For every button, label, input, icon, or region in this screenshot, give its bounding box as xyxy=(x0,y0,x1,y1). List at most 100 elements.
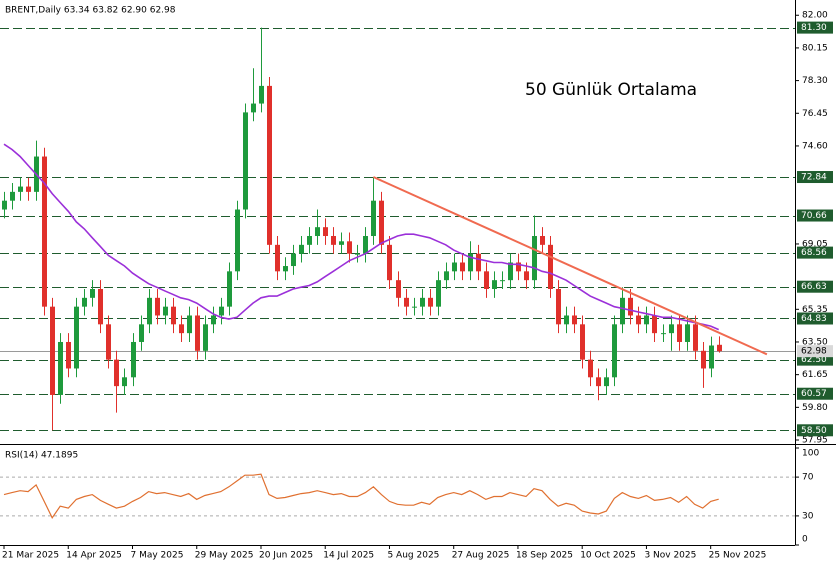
candle-body xyxy=(524,271,529,281)
candle-body xyxy=(604,377,609,387)
candle-body xyxy=(227,271,232,307)
candle-body xyxy=(82,297,87,307)
candle-body xyxy=(323,227,328,237)
candle-body xyxy=(532,236,537,281)
x-tick-label: 7 May 2025 xyxy=(131,551,184,561)
level-label: 66.63 xyxy=(801,282,827,292)
x-tick-label: 3 Nov 2025 xyxy=(644,551,696,561)
candle-body xyxy=(275,244,280,272)
level-label: 58.50 xyxy=(801,426,827,436)
candle-body xyxy=(508,262,513,281)
x-tick-label: 27 Aug 2025 xyxy=(452,551,510,561)
x-tick-label: 14 Apr 2025 xyxy=(66,551,122,561)
candle-body xyxy=(709,345,714,369)
candle-body xyxy=(492,280,497,289)
candle-body xyxy=(26,186,31,192)
level-label: 72.84 xyxy=(801,173,827,183)
candle-body xyxy=(299,244,304,254)
level-label: 70.66 xyxy=(801,211,827,221)
candle-body xyxy=(644,315,649,325)
candle-body xyxy=(187,315,192,334)
candle-body xyxy=(283,266,288,272)
candle-body xyxy=(468,253,473,272)
rsi-tick-label: 100 xyxy=(802,449,819,459)
candle-body xyxy=(10,191,15,201)
candle-body xyxy=(484,271,489,289)
current-price-box xyxy=(797,345,833,358)
candle-body xyxy=(420,297,425,307)
level-label: 60.57 xyxy=(801,389,827,399)
candle-body xyxy=(620,297,625,325)
candle-body xyxy=(307,236,312,245)
candle-body xyxy=(235,209,240,272)
candle-body xyxy=(315,227,320,237)
candle-body xyxy=(476,253,481,272)
candle-body xyxy=(677,324,682,342)
candle-body xyxy=(211,315,216,325)
candle-body xyxy=(42,156,47,307)
y-tick-label: 82.00 xyxy=(802,11,828,21)
candle-body xyxy=(701,350,706,369)
candle-body xyxy=(155,297,160,316)
y-tick-label: 57.95 xyxy=(802,436,828,446)
candle-body xyxy=(371,200,376,237)
level-box xyxy=(797,209,833,222)
candle-body xyxy=(693,324,698,351)
candle-body xyxy=(50,306,55,395)
y-tick-label: 80.15 xyxy=(802,43,828,53)
candle-body xyxy=(219,306,224,316)
candle-body xyxy=(131,341,136,378)
candle-body xyxy=(652,315,657,334)
candle-body xyxy=(347,241,352,254)
level-box xyxy=(797,312,833,325)
candle-body xyxy=(163,306,168,316)
candle-body xyxy=(251,103,256,113)
candle-body xyxy=(556,288,561,325)
candle-body xyxy=(717,344,722,352)
y-tick-label: 74.60 xyxy=(802,141,828,151)
candle-body xyxy=(548,244,553,289)
candle-body xyxy=(500,280,505,282)
y-tick-label: 65.35 xyxy=(802,305,828,315)
x-tick-label: 20 Jun 2025 xyxy=(259,551,313,561)
candle-body xyxy=(331,236,336,245)
candle-body xyxy=(243,112,248,210)
candle-body xyxy=(428,297,433,307)
current-price-label: 62.98 xyxy=(801,347,827,357)
level-label: 68.56 xyxy=(801,248,827,258)
candle-body xyxy=(339,241,344,245)
x-tick-label: 14 Jul 2025 xyxy=(323,551,374,561)
candle-body xyxy=(685,324,690,342)
annotation: 50 Günlük Ortalama xyxy=(525,80,697,100)
level-box xyxy=(797,246,833,259)
candle-body xyxy=(98,288,103,325)
y-tick-label: 63.50 xyxy=(802,337,828,347)
candle-body xyxy=(74,306,79,369)
y-tick-label: 78.30 xyxy=(802,76,828,86)
y-tick-label: 61.65 xyxy=(802,370,828,380)
rsi-line xyxy=(3,473,719,519)
candle-body xyxy=(147,297,152,325)
moving-average-line xyxy=(3,143,720,331)
level-label: 64.83 xyxy=(801,314,827,324)
candle-body xyxy=(628,297,633,316)
level-label: 81.30 xyxy=(801,23,827,33)
plot-layer xyxy=(0,27,795,519)
candle-body xyxy=(259,85,264,104)
candle-body xyxy=(203,324,208,351)
x-tick-label: 18 Sep 2025 xyxy=(516,551,573,561)
level-label: 62.50 xyxy=(801,355,827,365)
candle-body xyxy=(636,315,641,325)
chart-subtitle: BRENT,Daily 63.34 63.82 62.90 62.98 xyxy=(5,6,176,16)
rsi-tick-label: 30 xyxy=(802,511,814,521)
x-tick-label: 10 Oct 2025 xyxy=(580,551,636,561)
candle-body xyxy=(58,341,63,395)
candle-body xyxy=(18,186,23,192)
candle-body xyxy=(412,306,417,308)
candle-body xyxy=(106,324,111,360)
level-box xyxy=(797,280,833,293)
candle-body xyxy=(444,271,449,281)
candle-body xyxy=(114,359,119,387)
candle-body xyxy=(90,288,95,298)
candle-body xyxy=(122,377,127,387)
